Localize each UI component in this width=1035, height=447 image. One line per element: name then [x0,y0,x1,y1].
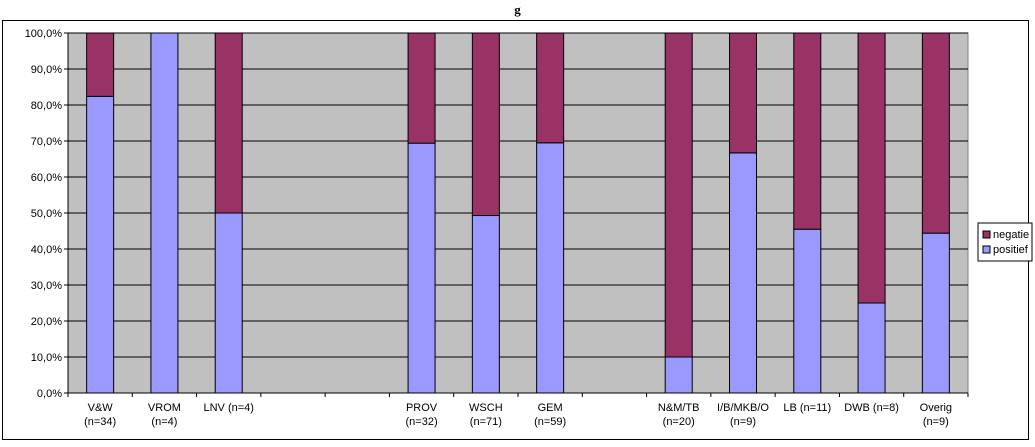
bar-positief-13 [921,232,950,394]
bar-negatie-6 [471,32,500,217]
x-tick-label: VROM [148,402,181,414]
legend-label-negatie: negatie [993,229,1029,241]
bar-positief-11 [793,228,822,394]
x-tick-label: LB (n=11) [783,402,831,414]
y-tick-label: 60,0% [31,172,62,184]
bar-positief-1 [150,32,179,394]
x-tick-label: V&W [88,402,114,414]
x-tick-label: PROV [406,402,438,414]
legend-swatch-negatie [982,230,991,239]
chart-title: g [514,2,521,17]
x-tick-label: I/B/MKB/O [717,402,769,414]
x-tick-label-count: (n=9) [923,416,949,428]
bar-positief-12 [857,302,886,394]
bar-positief-6 [471,215,500,394]
plot-area [67,32,969,394]
bar-negatie-13 [921,32,950,234]
bar-negatie-12 [857,32,886,304]
legend-swatch-positief [982,245,991,254]
bar-positief-7 [536,142,565,394]
bar-negatie-9 [664,32,693,358]
legend-label-positief: positief [993,244,1029,256]
bar-negatie-7 [536,32,565,144]
x-tick-label-count: (n=9) [730,416,756,428]
y-tick-label: 90,0% [31,64,62,76]
bar-negatie-11 [793,32,822,230]
x-tick-label-count: (n=4) [151,416,177,428]
y-tick-label: 10,0% [31,352,62,364]
legend: negatie positief [977,222,1033,262]
y-tick-label: 80,0% [31,100,62,112]
bar-positief-9 [664,356,693,394]
y-tick-label: 40,0% [31,244,62,256]
y-tick-label: 20,0% [31,316,62,328]
legend-box [977,222,1033,262]
bar-positief-5 [407,142,436,394]
x-tick-label-count: (n=32) [406,416,438,428]
y-tick-label: 0,0% [37,388,62,400]
bar-negatie-10 [729,32,757,154]
bar-positief-2 [214,212,243,394]
y-tick-label: 100,0% [25,28,63,40]
y-tick-label: 70,0% [31,136,62,148]
bar-positief-10 [729,152,757,394]
x-tick-label-count: (n=34) [84,416,116,428]
x-tick-label: Overig [920,402,952,414]
x-tick-label-count: (n=71) [470,416,502,428]
y-tick-label: 50,0% [31,208,62,220]
axes: 0,0% 10,0% 20,0% 30,0% 40,0% 50,0% 60,0% 70,0% 8… [25,28,969,428]
bar-negatie-5 [407,32,436,144]
x-tick-label: WSCH [469,402,503,414]
y-tick-label: 30,0% [31,280,62,292]
bar-positief-0 [86,95,115,394]
bar-negatie-0 [86,32,115,97]
x-tick-label-count: (n=59) [534,416,566,428]
x-tick-label: DWB (n=8) [844,402,899,414]
x-tick-label: N&M/TB [658,402,700,414]
bar-negatie-2 [214,32,243,214]
x-tick-label: GEM [538,402,563,414]
x-tick-label-count: (n=20) [663,416,695,428]
x-tick-label: LNV (n=4) [203,402,253,414]
